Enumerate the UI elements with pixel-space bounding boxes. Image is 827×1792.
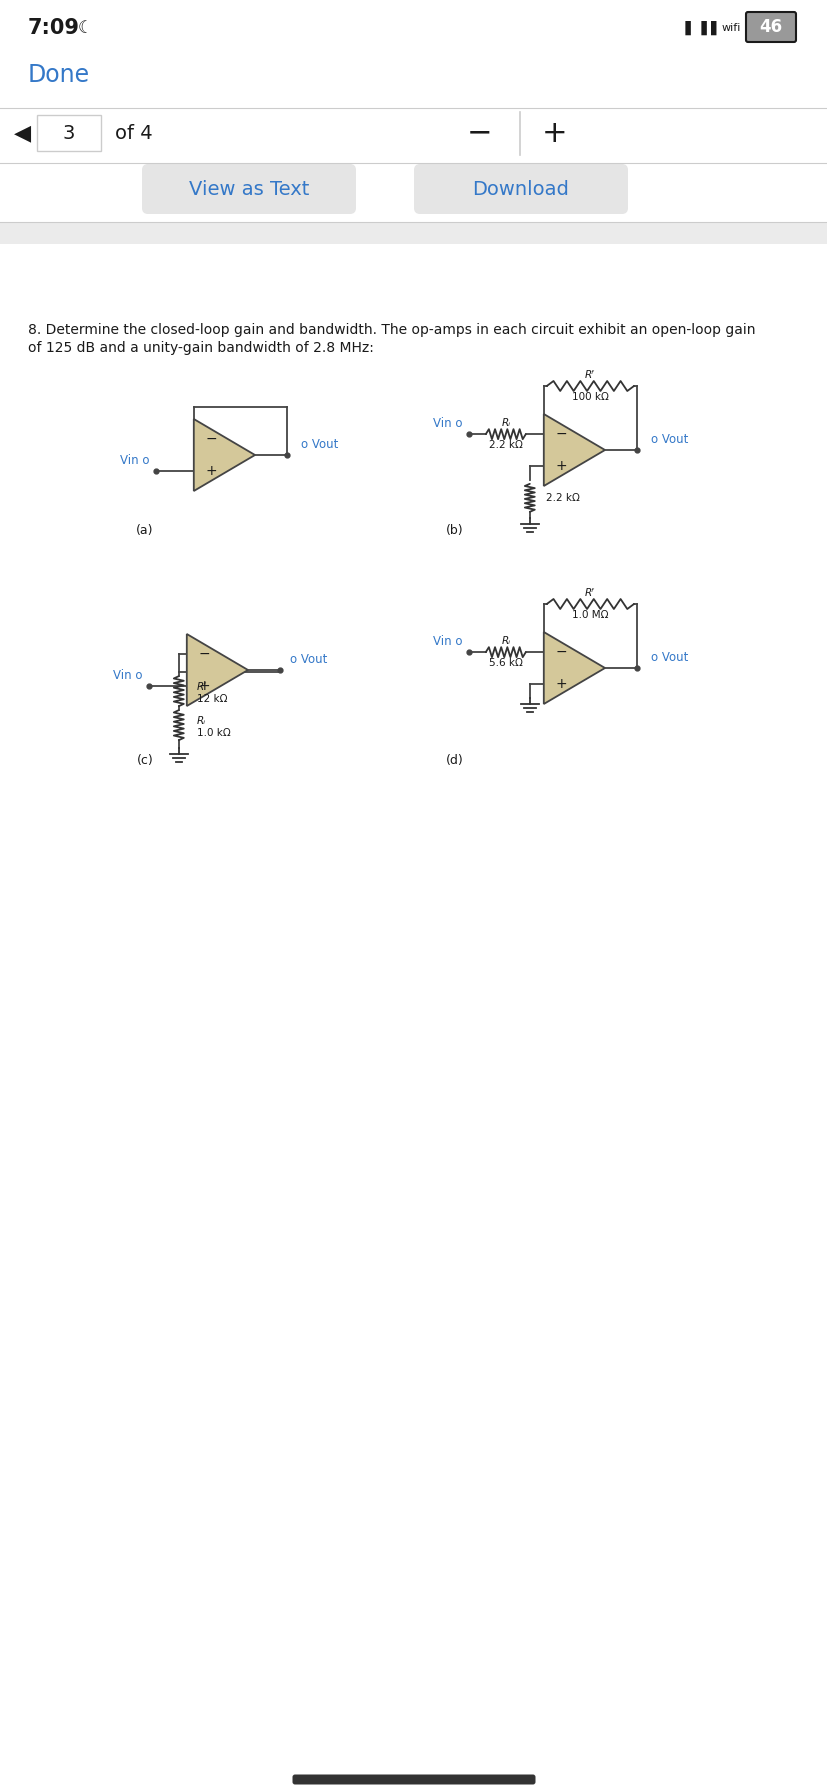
Text: ☾: ☾ (78, 20, 93, 38)
Text: o Vout: o Vout (301, 437, 338, 452)
Text: +: + (542, 118, 567, 147)
Text: ◀: ◀ (14, 124, 31, 143)
Text: Rᶠ: Rᶠ (585, 588, 595, 599)
Text: +: + (555, 459, 566, 473)
Text: 12 kΩ: 12 kΩ (197, 694, 227, 704)
Text: Rᶠ: Rᶠ (197, 683, 207, 692)
Bar (0, 0, 827, 56)
Text: Vin o: Vin o (433, 634, 462, 649)
Text: Vin o: Vin o (120, 453, 150, 468)
Text: ▐▐: ▐▐ (696, 22, 716, 36)
Text: −: − (198, 647, 210, 661)
Text: wifi: wifi (721, 23, 740, 32)
FancyBboxPatch shape (414, 165, 627, 213)
Polygon shape (194, 419, 255, 491)
Text: 2.2 kΩ: 2.2 kΩ (545, 493, 579, 504)
Text: 8. Determine the closed-loop gain and bandwidth. The op-amps in each circuit exh: 8. Determine the closed-loop gain and ba… (28, 323, 754, 337)
Text: (c): (c) (136, 753, 153, 767)
Text: 5.6 kΩ: 5.6 kΩ (488, 658, 522, 668)
FancyBboxPatch shape (37, 115, 101, 151)
Polygon shape (543, 633, 605, 704)
Text: o Vout: o Vout (650, 434, 687, 446)
Text: 3: 3 (63, 124, 75, 143)
Text: Vin o: Vin o (113, 668, 142, 681)
Text: 1.0 MΩ: 1.0 MΩ (571, 609, 608, 620)
Text: −: − (466, 118, 492, 147)
Text: (b): (b) (446, 523, 463, 536)
Text: o Vout: o Vout (289, 652, 327, 667)
Text: −: − (555, 426, 566, 441)
Text: 7:09: 7:09 (28, 18, 80, 38)
Text: 100 kΩ: 100 kΩ (571, 392, 608, 401)
Text: of 4: of 4 (115, 124, 152, 143)
Text: 2.2 kΩ: 2.2 kΩ (488, 441, 522, 450)
Text: 1.0 kΩ: 1.0 kΩ (197, 728, 230, 738)
Text: Rᵢ: Rᵢ (197, 717, 206, 726)
Text: 46: 46 (758, 18, 782, 36)
Text: View as Text: View as Text (189, 179, 308, 199)
Text: Rᵢ: Rᵢ (500, 418, 509, 428)
Text: Vin o: Vin o (433, 418, 462, 430)
Text: o Vout: o Vout (650, 650, 687, 665)
FancyBboxPatch shape (292, 1774, 535, 1785)
FancyBboxPatch shape (141, 165, 356, 213)
Text: Rᶠ: Rᶠ (585, 369, 595, 380)
Polygon shape (187, 634, 248, 706)
Text: Done: Done (28, 63, 90, 88)
Text: of 125 dB and a unity-gain bandwidth of 2.8 MHz:: of 125 dB and a unity-gain bandwidth of … (28, 340, 374, 355)
Text: +: + (555, 677, 566, 692)
FancyBboxPatch shape (745, 13, 795, 41)
Text: +: + (206, 464, 218, 478)
Text: −: − (206, 432, 218, 446)
Text: Rᵢ: Rᵢ (500, 636, 509, 647)
Text: Download: Download (472, 179, 569, 199)
Text: −: − (555, 645, 566, 659)
Text: (d): (d) (446, 753, 463, 767)
Text: (a): (a) (136, 523, 154, 536)
Bar (0, 222, 827, 244)
Text: +: + (198, 679, 210, 694)
Text: ▐: ▐ (679, 22, 690, 36)
Polygon shape (543, 414, 605, 486)
